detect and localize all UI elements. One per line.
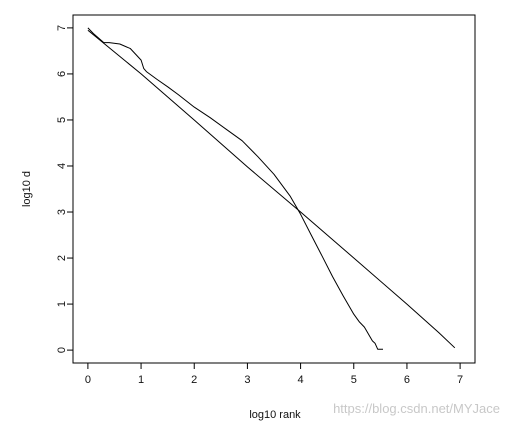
y-tick-label: 4 bbox=[56, 163, 68, 169]
series-layer bbox=[87, 27, 456, 350]
x-tick-label: 3 bbox=[244, 374, 250, 386]
y-tick-label: 3 bbox=[56, 209, 68, 215]
x-axis-title: log10 rank bbox=[249, 409, 301, 421]
y-tick-label: 1 bbox=[56, 301, 68, 307]
series-line-2 bbox=[87, 29, 456, 349]
y-axis-title: log10 d bbox=[21, 171, 33, 207]
plot-frame bbox=[72, 14, 476, 364]
y-tick-label: 7 bbox=[56, 25, 68, 31]
series-line-1 bbox=[87, 27, 383, 350]
x-tick-label: 4 bbox=[298, 374, 304, 386]
x-tick-label: 2 bbox=[191, 374, 197, 386]
x-tick-label: 6 bbox=[404, 374, 410, 386]
x-tick-label: 7 bbox=[457, 374, 463, 386]
x-tick-label: 5 bbox=[351, 374, 357, 386]
x-tick-label: 0 bbox=[85, 374, 91, 386]
y-tick-label: 2 bbox=[56, 255, 68, 261]
x-axis: 0 1 2 3 4 5 6 7 bbox=[85, 363, 463, 386]
x-tick-label: 1 bbox=[138, 374, 144, 386]
y-tick-label: 0 bbox=[56, 347, 68, 353]
watermark: https://blog.csdn.net/MYJace bbox=[333, 401, 500, 416]
y-tick-label: 6 bbox=[56, 71, 68, 77]
y-axis: 0 1 2 3 4 5 6 7 bbox=[56, 25, 73, 353]
y-tick-label: 5 bbox=[56, 117, 68, 123]
